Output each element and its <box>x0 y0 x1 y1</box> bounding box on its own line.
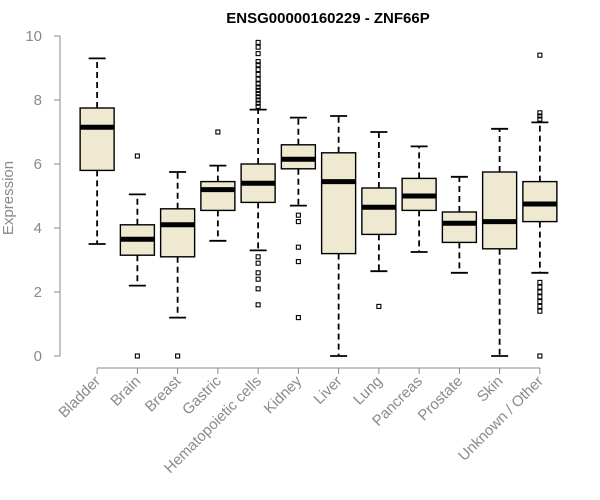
box <box>200 180 236 212</box>
outlier-point <box>537 110 543 116</box>
outlier-point <box>255 286 261 292</box>
outlier-point <box>537 279 543 285</box>
outlier-point <box>255 94 261 100</box>
outlier-point <box>134 353 140 359</box>
box-group <box>361 131 397 309</box>
box-group <box>200 129 236 242</box>
outlier-point <box>255 71 261 77</box>
outlier-point <box>295 315 301 321</box>
outlier-point <box>255 87 261 93</box>
outlier-point <box>255 81 261 87</box>
y-axis: 0 2 4 6 8 10 <box>25 28 61 365</box>
box <box>79 107 115 172</box>
outlier-point <box>255 103 261 109</box>
box <box>441 211 478 244</box>
outlier-point <box>255 254 261 260</box>
x-tick-label: Kidney <box>261 372 306 417</box>
x-tick-label: Breast <box>142 372 185 415</box>
box-group <box>401 145 437 253</box>
y-tick-label: 10 <box>25 28 42 45</box>
box-group <box>522 52 558 359</box>
y-tick-label: 2 <box>34 284 42 301</box>
outlier-point <box>175 353 181 359</box>
outlier-point <box>255 302 261 308</box>
box <box>361 187 397 236</box>
box-group <box>280 116 317 321</box>
box <box>481 171 518 250</box>
outlier-point <box>295 244 301 250</box>
outlier-point <box>295 259 301 265</box>
outlier-point <box>537 113 543 119</box>
outlier-point <box>537 299 543 305</box>
outlier-point <box>376 303 382 309</box>
outlier-point <box>255 51 261 57</box>
outlier-point <box>537 116 543 122</box>
x-tick-label: Bladder <box>55 373 104 422</box>
outlier-point <box>255 59 261 65</box>
outlier-point <box>295 219 301 225</box>
outlier-point <box>537 289 543 295</box>
chart-title: ENSG00000160229 - ZNF66P <box>226 10 429 27</box>
y-axis-label: Expression <box>0 161 17 235</box>
box-group <box>441 175 478 274</box>
outlier-point <box>255 76 261 82</box>
outlier-point <box>295 212 301 218</box>
y-tick-label: 6 <box>34 156 42 173</box>
box-group <box>159 171 196 359</box>
outlier-point <box>255 84 261 90</box>
box <box>320 152 357 255</box>
outlier-point <box>255 270 261 276</box>
outlier-point <box>537 284 543 290</box>
outlier-point <box>537 303 543 309</box>
outlier-point <box>255 97 261 103</box>
outlier-point <box>537 353 543 359</box>
x-tick-label: Lung <box>350 373 386 409</box>
y-tick-label: 8 <box>34 92 42 109</box>
box-group <box>240 39 276 308</box>
outlier-point <box>537 52 543 58</box>
y-tick-label: 4 <box>34 220 42 237</box>
box-group <box>320 115 357 357</box>
outlier-point <box>255 44 261 50</box>
box-group <box>79 57 115 245</box>
outlier-point <box>255 39 261 45</box>
x-tick-label: Brain <box>107 373 144 410</box>
box <box>159 208 196 258</box>
outlier-point <box>255 276 261 282</box>
outlier-point <box>537 308 543 314</box>
box-group <box>119 153 156 359</box>
outlier-point <box>255 100 261 106</box>
outlier-point <box>255 91 261 97</box>
y-tick-label: 0 <box>34 348 42 365</box>
boxes <box>79 39 558 359</box>
x-tick-label: Prostate <box>415 373 467 425</box>
outlier-point <box>255 260 261 266</box>
outlier-point <box>255 67 261 73</box>
x-tick-label: Liver <box>310 373 345 408</box>
x-tick-label: Skin <box>474 373 507 406</box>
outlier-point <box>215 129 221 135</box>
box-group <box>481 127 518 357</box>
outlier-point <box>134 153 140 159</box>
outlier-point <box>537 294 543 300</box>
outlier-point <box>255 62 261 68</box>
